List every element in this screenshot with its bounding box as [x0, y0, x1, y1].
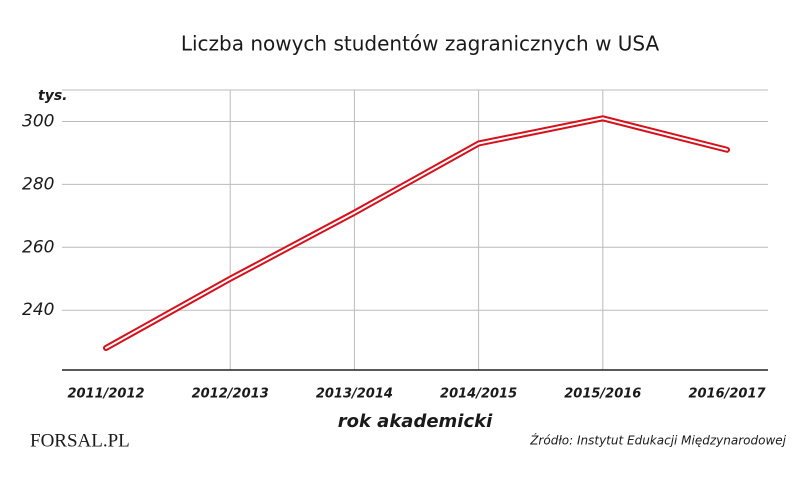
y-tick-label: 240: [22, 300, 54, 320]
x-tick-label: 2014/2015: [440, 387, 517, 402]
logo: FORSAL.PL: [30, 430, 130, 451]
y-tick-label: 300: [22, 111, 54, 131]
source: Źródło: Instytut Edukacji Międzynarodowe…: [529, 433, 786, 448]
x-axis-label: rok akademicki: [338, 411, 493, 432]
y-tick-label: 260: [22, 237, 54, 257]
x-tick-label: 2016/2017: [688, 387, 766, 402]
y-tick-label: 280: [22, 174, 54, 194]
series-line-inner: [105, 117, 728, 349]
chart-title: Liczba nowych studentów zagranicznych w …: [181, 32, 660, 56]
x-tick-label: 2013/2014: [316, 387, 393, 402]
y-unit: tys.: [38, 88, 67, 104]
x-tick-label: 2011/2012: [67, 387, 144, 402]
x-tick-label: 2012/2013: [192, 387, 269, 402]
x-tick-label: 2015/2016: [564, 387, 641, 402]
series-line: [103, 115, 730, 351]
